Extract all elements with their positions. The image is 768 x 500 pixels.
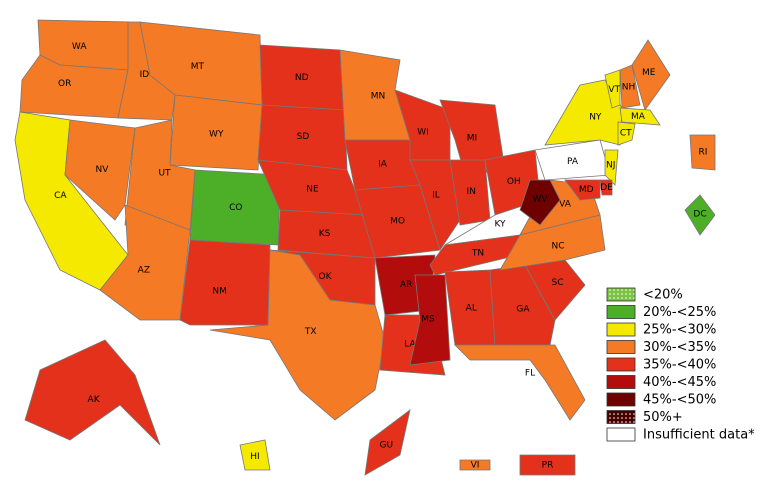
legend-swatch [606, 410, 636, 424]
state [24, 339, 161, 446]
state [454, 344, 586, 421]
state [409, 159, 461, 251]
state-label: KY [494, 219, 506, 229]
legend-label: <20% [643, 288, 683, 303]
state [459, 459, 491, 471]
state-label: NJ [606, 161, 615, 171]
state-label: MD [579, 185, 594, 195]
state-label: IA [378, 159, 388, 169]
state [364, 409, 411, 476]
state-label: NC [551, 242, 564, 252]
legend: <20% 20%-<25% 25%-<30% 30%-<35% 35%-<40% 40%-… [606, 287, 755, 443]
state-label: MT [191, 62, 205, 72]
state-label: DC [693, 209, 706, 219]
state-label: IL [432, 191, 440, 201]
state-label: MO [390, 216, 405, 226]
state-label: PR [542, 461, 554, 471]
state [631, 39, 671, 111]
state [179, 239, 271, 326]
states: WA OR CA NV ID MT WY UT AZ CO NM ND SD NE KS OK TX MN IA MO… [14, 19, 716, 476]
state-label: AZ [138, 266, 150, 276]
legend-label: Insufficient data* [643, 428, 755, 443]
state-label: OR [58, 79, 71, 89]
legend-label: 30%-<35% [643, 340, 716, 355]
legend-swatch [606, 375, 636, 389]
state-label: VI [471, 461, 480, 471]
state [64, 119, 136, 221]
state-label: CO [229, 203, 242, 213]
legend-swatch [606, 392, 636, 407]
state [604, 149, 619, 186]
state [99, 204, 191, 321]
legend-label: 35%-<40% [643, 358, 716, 373]
state-label: WV [532, 195, 548, 205]
state [619, 107, 661, 126]
state [209, 249, 386, 421]
state-label: UT [158, 169, 171, 179]
state-label: CT [620, 128, 632, 138]
state-label: ID [140, 70, 150, 80]
state-label: WI [417, 128, 429, 138]
legend-swatch [606, 305, 636, 319]
state-label: MI [467, 134, 477, 144]
state-label: FL [525, 368, 535, 378]
state [239, 439, 271, 471]
state-label: ME [642, 68, 656, 78]
state [599, 179, 613, 196]
state-label: AL [466, 304, 477, 314]
state [564, 179, 601, 201]
state [684, 194, 716, 236]
legend-label: 25%-<30% [643, 323, 716, 338]
state-label: DE [600, 183, 613, 193]
state-label: TX [304, 327, 317, 337]
state [604, 69, 621, 109]
state-label: GU [379, 441, 393, 451]
legend-swatch [606, 340, 636, 354]
legend-swatch [606, 287, 636, 302]
state-label: AK [88, 395, 101, 405]
state-label: PA [567, 157, 579, 167]
state-label: RI [699, 148, 708, 158]
state-label: NM [212, 287, 227, 297]
legend-label: 40%-<45% [643, 375, 716, 390]
legend-swatch [606, 322, 636, 337]
state-label: SD [297, 132, 310, 142]
state-label: CA [54, 191, 67, 201]
state-label: IN [467, 187, 476, 197]
state-label: KS [319, 229, 331, 239]
state [617, 121, 636, 146]
state-label: NV [96, 165, 110, 175]
state-label: GA [516, 305, 530, 315]
state-label: OH [507, 177, 521, 187]
state [169, 94, 263, 171]
legend-swatch [606, 357, 636, 372]
state-label: VA [559, 199, 572, 209]
state-label: OK [319, 272, 333, 282]
state-label: WA [72, 42, 87, 52]
state-label: HI [250, 452, 259, 462]
state-label: LA [404, 339, 416, 349]
legend-label: 20%-<25% [643, 305, 716, 320]
state-label: ND [295, 73, 309, 83]
state-label: MS [421, 315, 435, 325]
state [619, 64, 641, 109]
state-label: MA [631, 112, 646, 122]
state-label: MN [371, 92, 386, 102]
state [519, 454, 576, 476]
state [689, 134, 716, 171]
state-label: SC [552, 278, 564, 288]
state-label: NY [589, 113, 602, 123]
legend-label: 50%+ [643, 410, 683, 425]
state [409, 274, 451, 366]
legend-label: 45%-<50% [643, 393, 716, 408]
state-label: WY [209, 129, 224, 139]
state-label: VT [608, 85, 620, 95]
legend-swatch [606, 427, 636, 442]
state-label: NH [622, 83, 636, 93]
state-label: TN [471, 249, 484, 259]
state-label: NE [306, 184, 319, 194]
state-label: AR [400, 280, 412, 290]
state [544, 79, 623, 146]
